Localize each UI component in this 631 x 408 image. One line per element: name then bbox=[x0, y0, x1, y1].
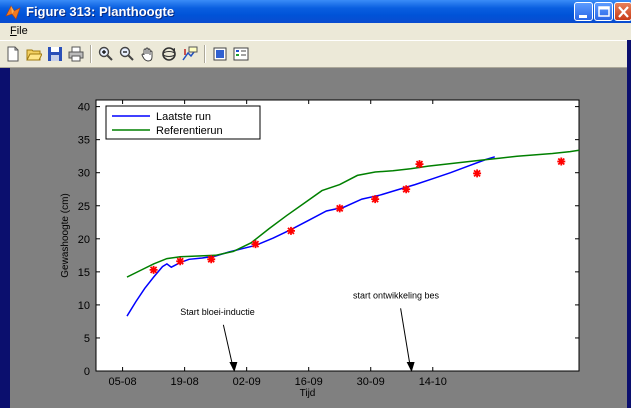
pan-button[interactable] bbox=[138, 44, 158, 64]
open-file-button[interactable] bbox=[24, 44, 44, 64]
new-file-button[interactable] bbox=[3, 44, 23, 64]
measurement-point bbox=[176, 257, 185, 266]
y-tick-label: 10 bbox=[78, 300, 90, 312]
annotation-text: start ontwikkeling bes bbox=[353, 290, 440, 300]
colorbar-icon bbox=[213, 47, 227, 61]
matlab-icon bbox=[5, 5, 21, 20]
series-line-laatste-run bbox=[126, 156, 496, 317]
maximize-icon bbox=[598, 6, 610, 17]
measurement-point bbox=[415, 160, 424, 169]
x-tick-label: 16-09 bbox=[295, 376, 323, 388]
measurement-point bbox=[149, 265, 158, 274]
data-cursor-icon bbox=[182, 46, 198, 61]
menu-file[interactable]: File bbox=[10, 25, 28, 37]
window-border-right bbox=[627, 40, 631, 408]
figure-toolbar bbox=[0, 40, 631, 68]
annotation-arrowhead bbox=[229, 362, 238, 372]
x-tick-label: 05-08 bbox=[109, 376, 137, 388]
y-axis-label: Gewashoogte (cm) bbox=[60, 193, 71, 277]
legend-icon bbox=[233, 47, 249, 61]
rotate-3d-icon bbox=[162, 47, 176, 61]
annotation-arrow bbox=[400, 308, 412, 370]
legend-button[interactable] bbox=[231, 44, 251, 64]
menu-bar: File bbox=[0, 23, 631, 40]
line-chart[interactable]: 0 5 10 15 20 25 30 35 40 05-08 19-08 02-09 16-09 30-0… bbox=[10, 68, 627, 408]
close-button[interactable] bbox=[614, 2, 631, 21]
y-tick-label: 30 bbox=[78, 168, 90, 180]
minimize-icon bbox=[579, 15, 587, 18]
window-title: Figure 313: Planthoogte bbox=[26, 4, 175, 19]
x-tick-label: 02-09 bbox=[233, 376, 261, 388]
measurement-point bbox=[207, 255, 216, 264]
zoom-out-button[interactable] bbox=[117, 44, 137, 64]
pan-hand-icon bbox=[141, 47, 153, 62]
zoom-in-icon bbox=[98, 46, 113, 61]
y-tick-label: 20 bbox=[78, 234, 90, 246]
axes-box bbox=[95, 99, 580, 372]
measurement-point bbox=[371, 195, 380, 204]
toolbar-separator bbox=[90, 45, 92, 63]
legend-box bbox=[105, 105, 261, 140]
x-tick-label: 14-10 bbox=[419, 376, 447, 388]
toolbar-separator bbox=[204, 45, 206, 63]
measurement-point bbox=[286, 226, 295, 235]
x-axis-label: Tijd bbox=[300, 388, 316, 399]
legend-label: Laatste run bbox=[156, 111, 211, 123]
save-icon bbox=[48, 47, 62, 61]
save-button[interactable] bbox=[45, 44, 65, 64]
maximize-button[interactable] bbox=[594, 2, 613, 21]
zoom-in-button[interactable] bbox=[96, 44, 116, 64]
data-cursor-button[interactable] bbox=[180, 44, 200, 64]
y-tick-label: 40 bbox=[78, 102, 90, 114]
legend-label: Referentierun bbox=[156, 125, 223, 137]
title-bar[interactable]: Figure 313: Planthoogte bbox=[0, 0, 631, 24]
y-tick-label: 25 bbox=[78, 201, 90, 213]
measurement-point bbox=[335, 204, 344, 213]
measurement-point bbox=[557, 157, 566, 166]
measurement-point bbox=[402, 185, 411, 194]
colorbar-button[interactable] bbox=[210, 44, 230, 64]
y-tick-label: 15 bbox=[78, 267, 90, 279]
zoom-out-icon bbox=[119, 46, 134, 61]
annotation-text: Start bloei-inductie bbox=[180, 307, 255, 317]
print-button[interactable] bbox=[66, 44, 86, 64]
annotation-arrowhead bbox=[406, 362, 415, 372]
minimize-button[interactable] bbox=[574, 2, 593, 21]
x-tick-label: 19-08 bbox=[171, 376, 199, 388]
figure-canvas: 0 5 10 15 20 25 30 35 40 05-08 19-08 02-09 16-09 30-0… bbox=[0, 68, 627, 408]
y-tick-label: 0 bbox=[84, 366, 90, 378]
open-folder-icon bbox=[26, 49, 42, 61]
series-line-referentierun bbox=[126, 149, 580, 278]
close-icon bbox=[618, 6, 629, 18]
rotate-3d-button[interactable] bbox=[159, 44, 179, 64]
measurement-point bbox=[251, 240, 260, 249]
y-tick-label: 5 bbox=[84, 333, 90, 345]
y-tick-label: 35 bbox=[78, 135, 90, 147]
x-tick-label: 30-09 bbox=[357, 376, 385, 388]
figure-background: 0 5 10 15 20 25 30 35 40 05-08 19-08 02-09 16-09 30-0… bbox=[10, 68, 627, 408]
new-file-icon bbox=[7, 46, 19, 62]
print-icon bbox=[68, 46, 84, 62]
measurement-point bbox=[473, 169, 482, 178]
annotation-arrow bbox=[222, 324, 234, 370]
